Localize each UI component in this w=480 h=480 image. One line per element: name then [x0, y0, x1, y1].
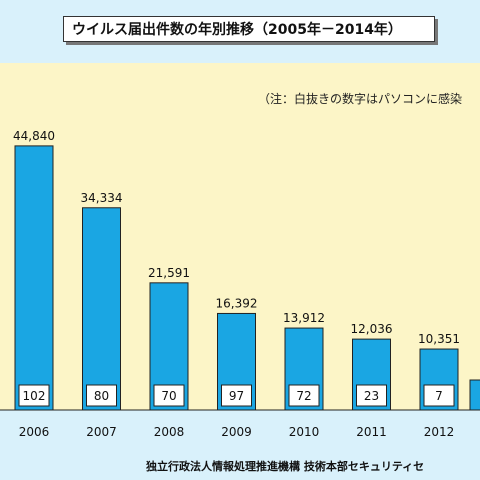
infected-label-2011: 23 — [364, 389, 379, 403]
value-label-2008: 21,591 — [148, 266, 190, 280]
infected-box-2008 — [153, 384, 185, 407]
infected-label-2010: 72 — [296, 389, 311, 403]
x-tick-label-2006: 2006 — [19, 425, 50, 439]
value-label-2006: 44,840 — [13, 129, 55, 143]
x-tick-label-2008: 2008 — [154, 425, 185, 439]
value-label-2007: 34,334 — [81, 191, 123, 205]
chart-title: ウイルス届出件数の年別推移（2005年－2014年） — [63, 16, 435, 42]
x-tick-label-2011: 2011 — [356, 425, 387, 439]
value-label-2009: 16,392 — [216, 296, 258, 310]
bar-2006 — [14, 145, 54, 411]
infected-label-2009: 97 — [229, 389, 244, 403]
infected-label-2007: 80 — [94, 389, 109, 403]
x-tick-label-2010: 2010 — [289, 425, 320, 439]
value-label-2012: 10,351 — [418, 332, 460, 346]
infected-box-2010 — [288, 384, 320, 407]
x-tick-label-2012: 2012 — [424, 425, 455, 439]
infected-box-2007 — [86, 384, 117, 407]
infected-box-2006 — [18, 384, 50, 407]
chart-note: （注：白抜きの数字はパソコンに感染 — [258, 92, 463, 106]
bar-cropped-edge — [469, 379, 480, 411]
infected-label-2006: 102 — [23, 389, 46, 403]
infected-box-2009 — [221, 384, 252, 407]
x-tick-label-2007: 2007 — [86, 425, 117, 439]
infected-label-2008: 70 — [161, 389, 176, 403]
infected-box-2011 — [356, 384, 387, 407]
x-tick-label-2009: 2009 — [221, 425, 252, 439]
value-label-2010: 13,912 — [283, 311, 325, 325]
source-credit: 独立行政法人情報処理推進機構 技術本部セキュリティセ — [146, 460, 425, 473]
value-label-2011: 12,036 — [351, 322, 393, 336]
bar-2007 — [82, 207, 121, 411]
infected-label-2012: 7 — [435, 389, 443, 403]
infected-box-2012 — [423, 384, 455, 407]
